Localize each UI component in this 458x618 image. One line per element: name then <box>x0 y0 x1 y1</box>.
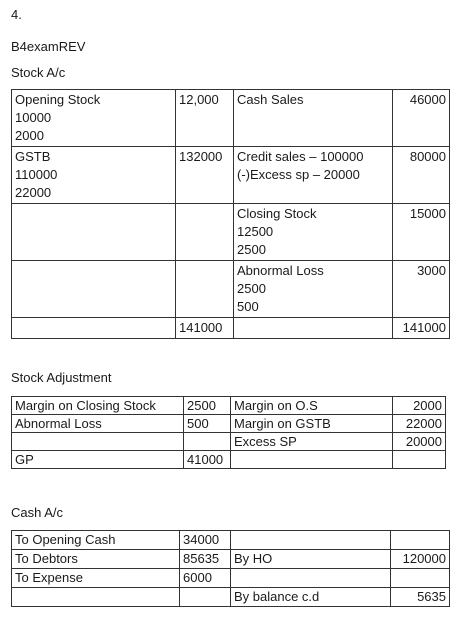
debit-particulars <box>11 587 180 607</box>
credit-particulars: By HO <box>230 549 391 569</box>
table-row: Abnormal Loss 500 Margin on GSTB 22000 <box>11 414 446 433</box>
debit-particulars <box>11 203 176 261</box>
credit-particulars-line: Cash Sales <box>237 92 304 107</box>
debit-particulars: GP <box>11 450 184 469</box>
credit-particulars-line: Credit sales – 100000 <box>237 149 364 164</box>
credit-amount: 3000 <box>392 260 450 318</box>
debit-particulars-line: GSTB <box>15 149 51 164</box>
table-row: Excess SP 20000 <box>11 432 446 451</box>
credit-particulars-line: 2500 <box>237 242 266 257</box>
credit-particulars: Margin on GSTB <box>230 414 393 433</box>
debit-particulars: Margin on Closing Stock <box>11 396 184 415</box>
cash-account-table: To Opening Cash 34000 To Debtors 85635 By HO… <box>11 530 450 607</box>
credit-particulars: Excess SP <box>230 432 393 451</box>
debit-amount: 6000 <box>179 568 231 588</box>
credit-amount: 22000 <box>392 414 446 433</box>
debit-amount <box>175 260 234 318</box>
stock-account-title: Stock A/c <box>11 65 66 80</box>
document-subheading: B4examREV <box>11 39 86 54</box>
table-row: Closing Stock 12500 2500 15000 <box>11 203 450 261</box>
debit-amount: 34000 <box>179 530 231 550</box>
debit-particulars-line: 110000 <box>15 167 58 182</box>
debit-particulars: To Debtors <box>11 549 180 569</box>
credit-particulars-line: Abnormal Loss <box>237 263 324 278</box>
debit-particulars-line: 22000 <box>15 185 52 200</box>
debit-amount <box>175 203 234 261</box>
table-row: Opening Stock 10000 2000 12,000 Cash Sales 46… <box>11 89 450 147</box>
credit-particulars: Abnormal Loss 2500 500 <box>233 260 393 318</box>
table-row: By balance c.d 5635 <box>11 587 450 607</box>
credit-amount: 80000 <box>392 146 450 204</box>
credit-particulars: Margin on O.S <box>230 396 393 415</box>
credit-particulars <box>230 450 393 469</box>
debit-particulars: To Opening Cash <box>11 530 180 550</box>
credit-total: 141000 <box>392 317 450 339</box>
credit-amount: 46000 <box>392 89 450 147</box>
credit-particulars: Credit sales – 100000 (-)Excess sp – 2000… <box>233 146 393 204</box>
debit-particulars <box>11 260 176 318</box>
credit-particulars <box>230 530 391 550</box>
debit-particulars <box>11 317 176 339</box>
credit-amount: 20000 <box>392 432 446 451</box>
credit-particulars <box>230 568 391 588</box>
credit-amount: 120000 <box>390 549 450 569</box>
stock-adjustment-title: Stock Adjustment <box>11 370 112 385</box>
debit-amount <box>179 587 231 607</box>
cash-account-title: Cash A/c <box>11 505 64 520</box>
credit-amount <box>392 450 446 469</box>
debit-amount: 41000 <box>183 450 231 469</box>
debit-particulars-line: Opening Stock <box>15 92 101 107</box>
credit-particulars: Cash Sales <box>233 89 393 147</box>
debit-amount: 85635 <box>179 549 231 569</box>
table-row: Margin on Closing Stock 2500 Margin on O.S… <box>11 396 446 415</box>
credit-particulars-line: 500 <box>237 299 259 314</box>
debit-amount: 2500 <box>183 396 231 415</box>
table-row: To Expense 6000 <box>11 568 450 588</box>
credit-amount: 2000 <box>392 396 446 415</box>
credit-particulars <box>233 317 393 339</box>
debit-particulars: To Expense <box>11 568 180 588</box>
stock-account-table: Opening Stock 10000 2000 12,000 Cash Sales 46… <box>11 89 450 339</box>
table-row: GSTB 110000 22000 132000 Credit sales – 1000… <box>11 146 450 204</box>
credit-particulars: By balance c.d <box>230 587 391 607</box>
credit-particulars: Closing Stock 12500 2500 <box>233 203 393 261</box>
credit-particulars-line: (-)Excess sp – 20000 <box>237 167 360 182</box>
total-row: 141000 141000 <box>11 317 450 339</box>
debit-amount: 132000 <box>175 146 234 204</box>
stock-adjustment-table: Margin on Closing Stock 2500 Margin on O.S… <box>11 396 446 469</box>
credit-amount <box>390 530 450 550</box>
debit-total: 141000 <box>175 317 234 339</box>
table-row: To Opening Cash 34000 <box>11 530 450 550</box>
credit-amount <box>390 568 450 588</box>
debit-particulars-line: 2000 <box>15 128 44 143</box>
debit-particulars-line: 10000 <box>15 110 52 125</box>
question-number: 4. <box>11 7 22 22</box>
debit-particulars <box>11 432 184 451</box>
credit-particulars-line: 12500 <box>237 224 274 239</box>
debit-particulars: Abnormal Loss <box>11 414 184 433</box>
credit-particulars-line: 2500 <box>237 281 266 296</box>
debit-amount: 500 <box>183 414 231 433</box>
debit-particulars: Opening Stock 10000 2000 <box>11 89 176 147</box>
debit-amount: 12,000 <box>175 89 234 147</box>
debit-amount <box>183 432 231 451</box>
table-row: GP 41000 <box>11 450 446 469</box>
credit-particulars-line: Closing Stock <box>237 206 317 221</box>
debit-particulars: GSTB 110000 22000 <box>11 146 176 204</box>
table-row: To Debtors 85635 By HO 120000 <box>11 549 450 569</box>
credit-amount: 15000 <box>392 203 450 261</box>
table-row: Abnormal Loss 2500 500 3000 <box>11 260 450 318</box>
credit-amount: 5635 <box>390 587 450 607</box>
